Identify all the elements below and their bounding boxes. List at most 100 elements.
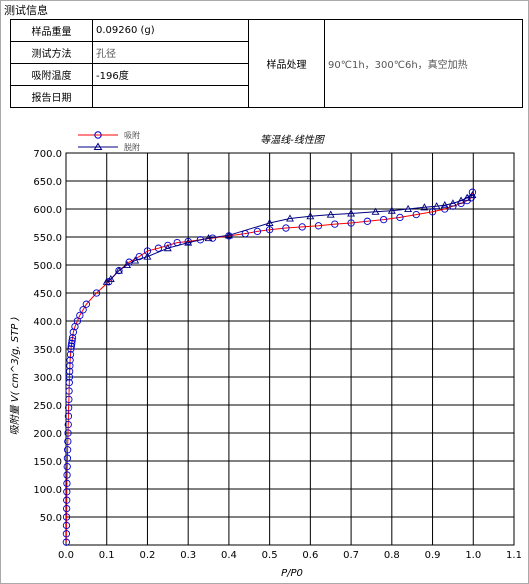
- data-point-adsorption: [68, 336, 76, 345]
- data-point-adsorption: [441, 205, 449, 213]
- grid-lines: [65, 152, 515, 546]
- data-point-adsorption: [92, 289, 101, 297]
- data-point-adsorption: [265, 226, 274, 234]
- chart-title: 等温线-线性图: [260, 134, 326, 146]
- data-point-adsorption: [154, 244, 163, 252]
- series-layer: [62, 188, 477, 546]
- data-point-desorption: [143, 252, 152, 260]
- x-tick-label: 1.0: [465, 550, 481, 561]
- y-tick-label: 100.0: [33, 485, 62, 496]
- data-point-adsorption: [363, 217, 372, 225]
- data-point-desorption: [106, 274, 115, 283]
- data-point-desorption: [184, 238, 193, 246]
- legend-adsorption-marker: [94, 131, 102, 139]
- data-point-adsorption: [314, 222, 323, 230]
- y-axis-label: 吸附量 V( cm^3/g, STP ): [9, 317, 21, 436]
- data-point-adsorption: [63, 471, 71, 479]
- data-point-desorption: [371, 207, 380, 215]
- data-point-adsorption: [82, 300, 91, 308]
- y-tick-label: 150.0: [33, 457, 62, 468]
- data-point-desorption: [326, 210, 335, 218]
- data-point-adsorption: [331, 220, 339, 228]
- data-point-adsorption: [65, 378, 73, 387]
- y-tick-label: 300.0: [33, 373, 62, 384]
- data-point-desorption: [432, 202, 441, 210]
- data-point-adsorption: [63, 446, 72, 454]
- data-point-adsorption: [64, 404, 73, 412]
- y-tick-label: 550.0: [33, 233, 62, 244]
- data-point-adsorption: [65, 395, 73, 404]
- y-tick-label: 50.0: [40, 513, 62, 524]
- data-point-desorption: [286, 214, 294, 222]
- data-point-adsorption: [62, 521, 71, 530]
- series-adsorption: [62, 188, 477, 546]
- section-title: 测试信息: [4, 4, 48, 17]
- data-point-desorption: [448, 199, 457, 207]
- legend: 吸附 脱附: [78, 130, 140, 152]
- data-point-adsorption: [347, 219, 355, 227]
- data-point-adsorption: [66, 367, 74, 376]
- x-tick-label: 0.6: [302, 550, 318, 561]
- data-point-desorption: [387, 206, 396, 214]
- x-tick-label: 1.1: [506, 550, 522, 561]
- x-tick-label: 0.4: [221, 550, 237, 561]
- x-tick-label: 0.8: [384, 550, 400, 561]
- data-point-desorption: [463, 193, 472, 201]
- data-point-adsorption: [64, 412, 73, 420]
- y-tick-label: 250.0: [33, 401, 62, 412]
- x-tick-label: 0.2: [140, 550, 156, 561]
- data-point-adsorption: [253, 227, 262, 236]
- data-point-desorption: [347, 209, 356, 217]
- y-tick-label: 200.0: [33, 429, 62, 440]
- data-point-desorption: [306, 212, 315, 220]
- data-point-adsorption: [63, 479, 71, 488]
- data-point-adsorption: [63, 454, 72, 462]
- data-point-adsorption: [79, 306, 87, 314]
- legend-desorption-marker: [93, 142, 103, 150]
- data-point-adsorption: [67, 342, 75, 350]
- data-point-adsorption: [64, 437, 72, 446]
- sample-treatment-value: 90℃1h，300℃6h，真空加热: [324, 19, 523, 108]
- data-point-adsorption: [380, 215, 388, 224]
- series-desorption: [102, 190, 477, 285]
- data-point-desorption: [204, 233, 213, 242]
- y-tick-label: 450.0: [33, 289, 62, 300]
- data-point-adsorption: [63, 488, 71, 496]
- y-tick-label: 500.0: [33, 261, 62, 272]
- data-point-adsorption: [63, 496, 71, 504]
- data-point-desorption: [457, 196, 466, 204]
- data-point-desorption: [404, 204, 413, 213]
- data-point-adsorption: [64, 420, 72, 429]
- data-point-adsorption: [63, 504, 71, 513]
- data-point-adsorption: [65, 373, 74, 381]
- legend-adsorption-label: 吸附: [124, 130, 140, 140]
- data-point-adsorption: [135, 252, 143, 261]
- x-axis-label: P/P0: [281, 568, 303, 579]
- data-point-adsorption: [396, 213, 404, 222]
- data-point-desorption: [420, 203, 429, 211]
- x-tick-label: 0.3: [180, 550, 196, 561]
- data-point-desorption: [131, 256, 140, 264]
- data-point-desorption: [265, 218, 274, 227]
- data-point-desorption: [163, 244, 172, 252]
- data-point-adsorption: [68, 339, 76, 348]
- y-tick-label: 600.0: [33, 205, 62, 216]
- data-point-adsorption: [65, 387, 73, 395]
- data-point-adsorption: [66, 356, 74, 364]
- y-tick-label: 400.0: [33, 317, 62, 328]
- y-tick-label: 350.0: [33, 345, 62, 356]
- data-point-adsorption: [66, 350, 75, 359]
- y-tick-label: 650.0: [33, 177, 62, 188]
- data-point-adsorption: [66, 362, 74, 370]
- data-point-adsorption: [62, 538, 70, 546]
- data-point-adsorption: [64, 429, 72, 437]
- x-tick-label: 0.7: [343, 550, 359, 561]
- x-tick-label: 0.0: [58, 550, 74, 561]
- data-point-adsorption: [62, 530, 71, 538]
- data-point-desorption: [440, 200, 449, 209]
- data-point-desorption: [123, 260, 132, 269]
- data-point-desorption: [468, 190, 477, 199]
- data-point-adsorption: [76, 311, 84, 320]
- report-date-label: 报告日期: [10, 85, 93, 108]
